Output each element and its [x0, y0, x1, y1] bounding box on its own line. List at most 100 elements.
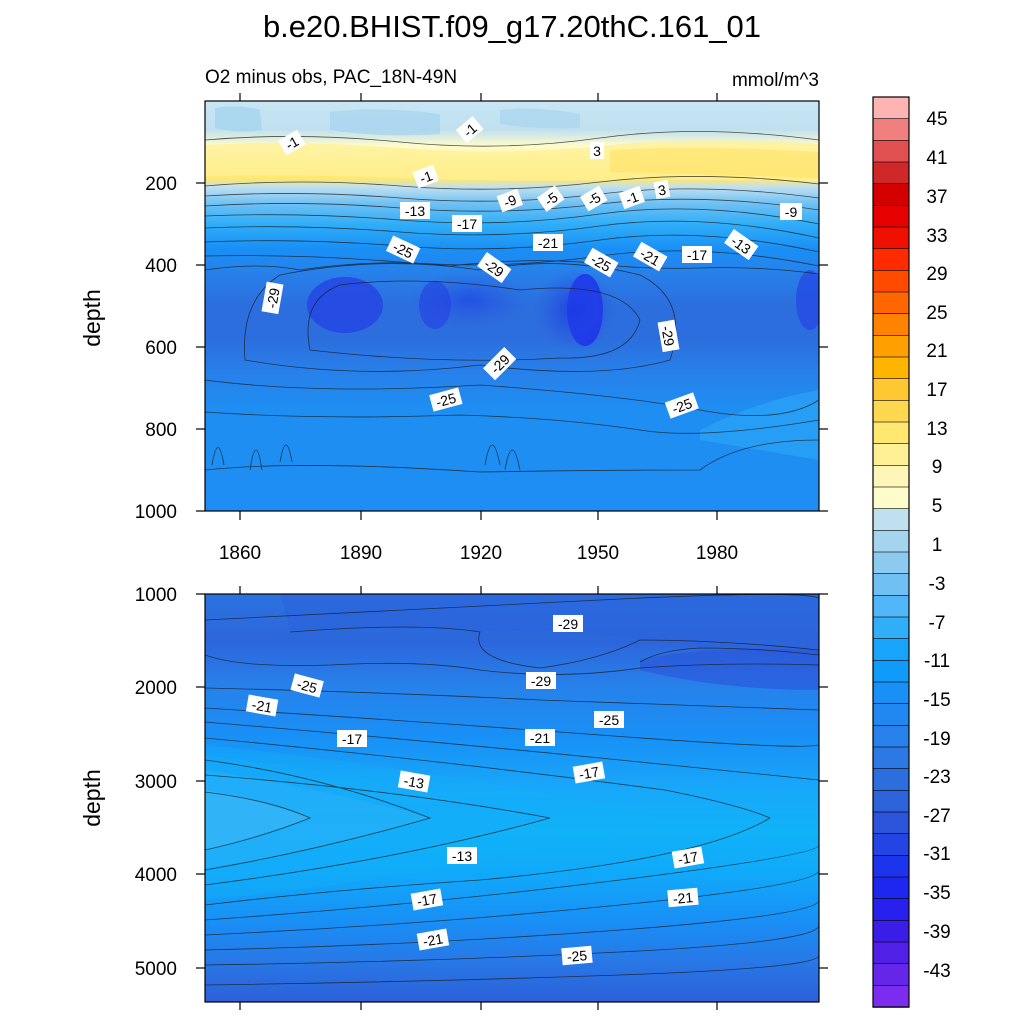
contour-label-text: -25 — [434, 390, 458, 411]
contour-label-box — [553, 615, 583, 632]
contour-label-text: -29 — [658, 325, 677, 348]
contour-label-text: -25 — [670, 395, 695, 417]
colorbar-label: 33 — [926, 226, 947, 247]
contour-label: -9 — [496, 188, 524, 213]
colorbar-swatch — [872, 790, 910, 813]
upper-y-tick-label: 400 — [145, 256, 177, 277]
contour-label-text: -21 — [530, 730, 550, 746]
colorbar-label: 9 — [932, 457, 943, 478]
x-tick-label: 1860 — [219, 543, 261, 564]
upper-y-ticks — [196, 182, 828, 512]
contour-label: 3 — [653, 179, 671, 200]
colorbar-frame — [872, 96, 910, 1008]
contour-label-box — [594, 711, 624, 728]
contour-label-text: -29 — [263, 286, 282, 309]
lower-frame — [204, 593, 820, 1003]
contour-label-text: -29 — [531, 673, 551, 689]
contour-label-box — [667, 887, 699, 908]
contour-label-text: -29 — [558, 616, 578, 632]
colorbar-label: 41 — [926, 148, 947, 169]
contour-label-box — [536, 185, 565, 212]
lower-y-tick-label: 4000 — [135, 865, 177, 886]
contour-label-box — [724, 229, 759, 261]
contour-label-box — [496, 188, 524, 213]
contour-label: -29 — [526, 672, 556, 689]
upper-y-tick-label: 800 — [145, 420, 177, 441]
contour-label: -1 — [455, 116, 484, 144]
colorbar-swatch — [872, 378, 910, 402]
contour-label-text: -17 — [342, 731, 362, 747]
contour-label-box — [452, 215, 482, 232]
colorbar-swatches — [872, 96, 910, 1008]
colorbar-swatch — [872, 486, 910, 510]
contour-label: -29 — [553, 615, 583, 632]
colorbar-label: -23 — [923, 767, 950, 788]
contour-label-box — [397, 770, 431, 793]
upper-y-tick-label: 1000 — [135, 502, 177, 523]
lower-y-tick-label: 2000 — [135, 678, 177, 699]
contour-label-text: -25 — [599, 712, 619, 728]
colorbar-swatch — [872, 833, 910, 857]
colorbar-swatch — [872, 595, 910, 618]
lower-contour-labels: -29 -29 -25 -25 -21 -21 -17 -17 -13 -13 -17 -17 -21 -… — [245, 615, 705, 966]
contour-label: -5 — [579, 185, 608, 212]
contour-label-box — [657, 319, 680, 353]
lower-y-tick-label: 5000 — [135, 959, 177, 980]
colorbar-swatch — [872, 551, 910, 575]
contour-label-text: -21 — [672, 889, 694, 907]
colorbar-swatch — [872, 703, 910, 727]
contour-label: -17 — [671, 846, 705, 869]
colorbar-label: 17 — [926, 380, 947, 401]
contour-label: -13 — [447, 847, 477, 864]
contour-label-box — [664, 392, 699, 419]
contour-label-text: -13 — [403, 772, 426, 791]
contour-label: -13 — [400, 202, 430, 219]
colorbar-swatch — [872, 985, 910, 1008]
colorbar-swatch — [872, 291, 910, 315]
colorbar-swatch — [872, 768, 910, 792]
upper-contours — [205, 131, 819, 473]
colorbar-label: -15 — [923, 690, 950, 711]
colorbar-swatch — [872, 96, 910, 120]
upper-y-tick-label: 200 — [145, 174, 177, 195]
colorbar-label: 13 — [926, 419, 947, 440]
colorbar-label: -7 — [929, 613, 946, 634]
colorbar-swatch — [872, 811, 910, 835]
contour-label-text: -17 — [578, 763, 601, 782]
contour-label: -17 — [572, 761, 606, 784]
colorbar-label: -19 — [923, 729, 950, 750]
contour-label-box — [590, 142, 604, 159]
lower-panel: -29 -29 -25 -25 -21 -21 -17 -17 -13 -13 -17 -17 -21 -… — [79, 585, 828, 1010]
contour-label-text: -17 — [457, 216, 477, 232]
units-label: mmol/m^3 — [732, 70, 819, 91]
contour-label-box — [525, 729, 555, 746]
contour-label-box — [447, 847, 477, 864]
colorbar-swatch — [872, 313, 910, 337]
colorbar-swatch — [872, 725, 910, 748]
contour-label-box — [780, 203, 802, 220]
contour-label-box — [416, 928, 450, 951]
contour-label-box — [400, 202, 430, 219]
colorbar-label: -31 — [923, 844, 950, 865]
colorbar-swatch — [872, 335, 910, 358]
contour-label-text: -1 — [417, 167, 434, 186]
contour-label-box — [410, 888, 444, 911]
contour-label-text: -25 — [390, 238, 415, 261]
contour-label-box — [290, 673, 324, 698]
colorbar-swatch — [872, 681, 910, 705]
contour-label: -17 — [452, 215, 482, 232]
contour-label-box — [455, 116, 484, 144]
colorbar-label: 29 — [926, 264, 947, 285]
colorbar-swatch — [872, 465, 910, 488]
colorbar-swatch — [872, 226, 910, 250]
x-tick-label: 1920 — [460, 543, 502, 564]
contour-label: -21 — [525, 729, 555, 746]
contour-label: -25 — [594, 711, 624, 728]
colorbar-swatch — [872, 356, 910, 380]
colorbar-label: 25 — [926, 303, 947, 324]
contour-label: -29 — [261, 281, 284, 315]
colorbar-label: 45 — [926, 109, 947, 130]
contour-label-text: -21 — [538, 235, 558, 251]
colorbar-swatch — [872, 140, 910, 163]
contour-label-box — [337, 730, 367, 747]
